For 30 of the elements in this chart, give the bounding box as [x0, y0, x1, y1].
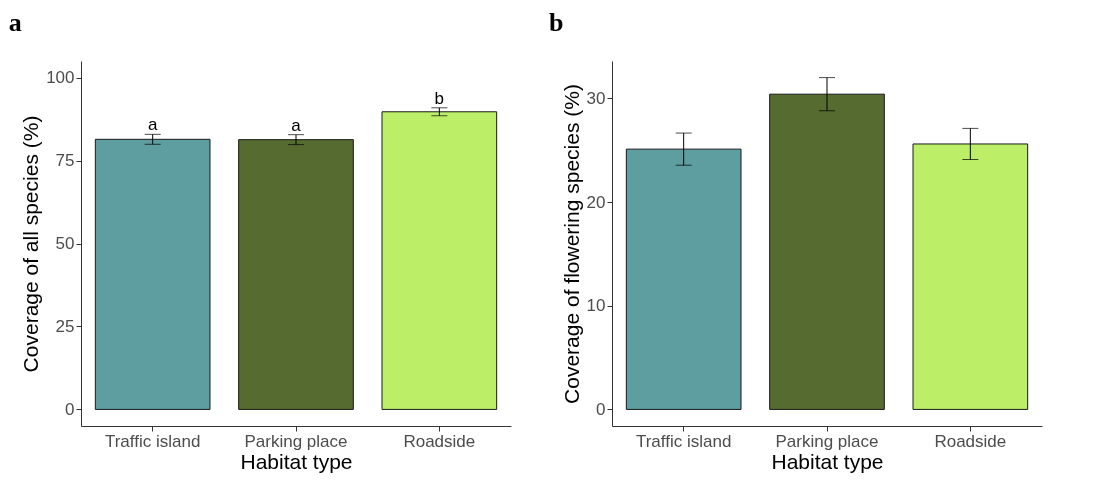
x-tick-label: Traffic island — [635, 431, 732, 451]
y-tick-label: 20 — [586, 192, 606, 212]
x-tick-label: Traffic island — [104, 431, 201, 451]
y-tick-label: 0 — [596, 399, 606, 419]
x-axis-title: Habitat type — [240, 449, 353, 473]
annotation: a — [291, 115, 302, 135]
bar — [625, 148, 742, 410]
chart-title: a — [8, 8, 22, 37]
y-axis-title: Coverage of all species (%) — [19, 115, 43, 373]
bar — [912, 143, 1029, 410]
annotation: b — [434, 88, 445, 108]
y-tick-label: 100 — [46, 68, 75, 88]
y-tick-label: 75 — [55, 151, 75, 171]
y-axis-title: Coverage of flowering species (%) — [559, 84, 583, 404]
x-tick-label: Parking place — [244, 431, 348, 451]
bar — [238, 139, 354, 410]
x-tick-label: Roadside — [934, 431, 1007, 451]
y-tick-label: 10 — [586, 296, 606, 316]
x-tick-label: Parking place — [775, 431, 879, 451]
y-tick-label: 50 — [55, 234, 75, 253]
x-axis-title: Habitat type — [771, 449, 884, 473]
bar — [381, 111, 498, 410]
x-tick-label: Roadside — [403, 431, 476, 451]
chart-title: b — [549, 8, 564, 37]
bar — [94, 138, 211, 410]
y-tick-label: 30 — [586, 88, 606, 108]
annotation: a — [147, 115, 158, 135]
y-tick-label: 25 — [55, 316, 75, 336]
bar — [769, 93, 885, 410]
y-tick-label: 0 — [65, 399, 75, 419]
